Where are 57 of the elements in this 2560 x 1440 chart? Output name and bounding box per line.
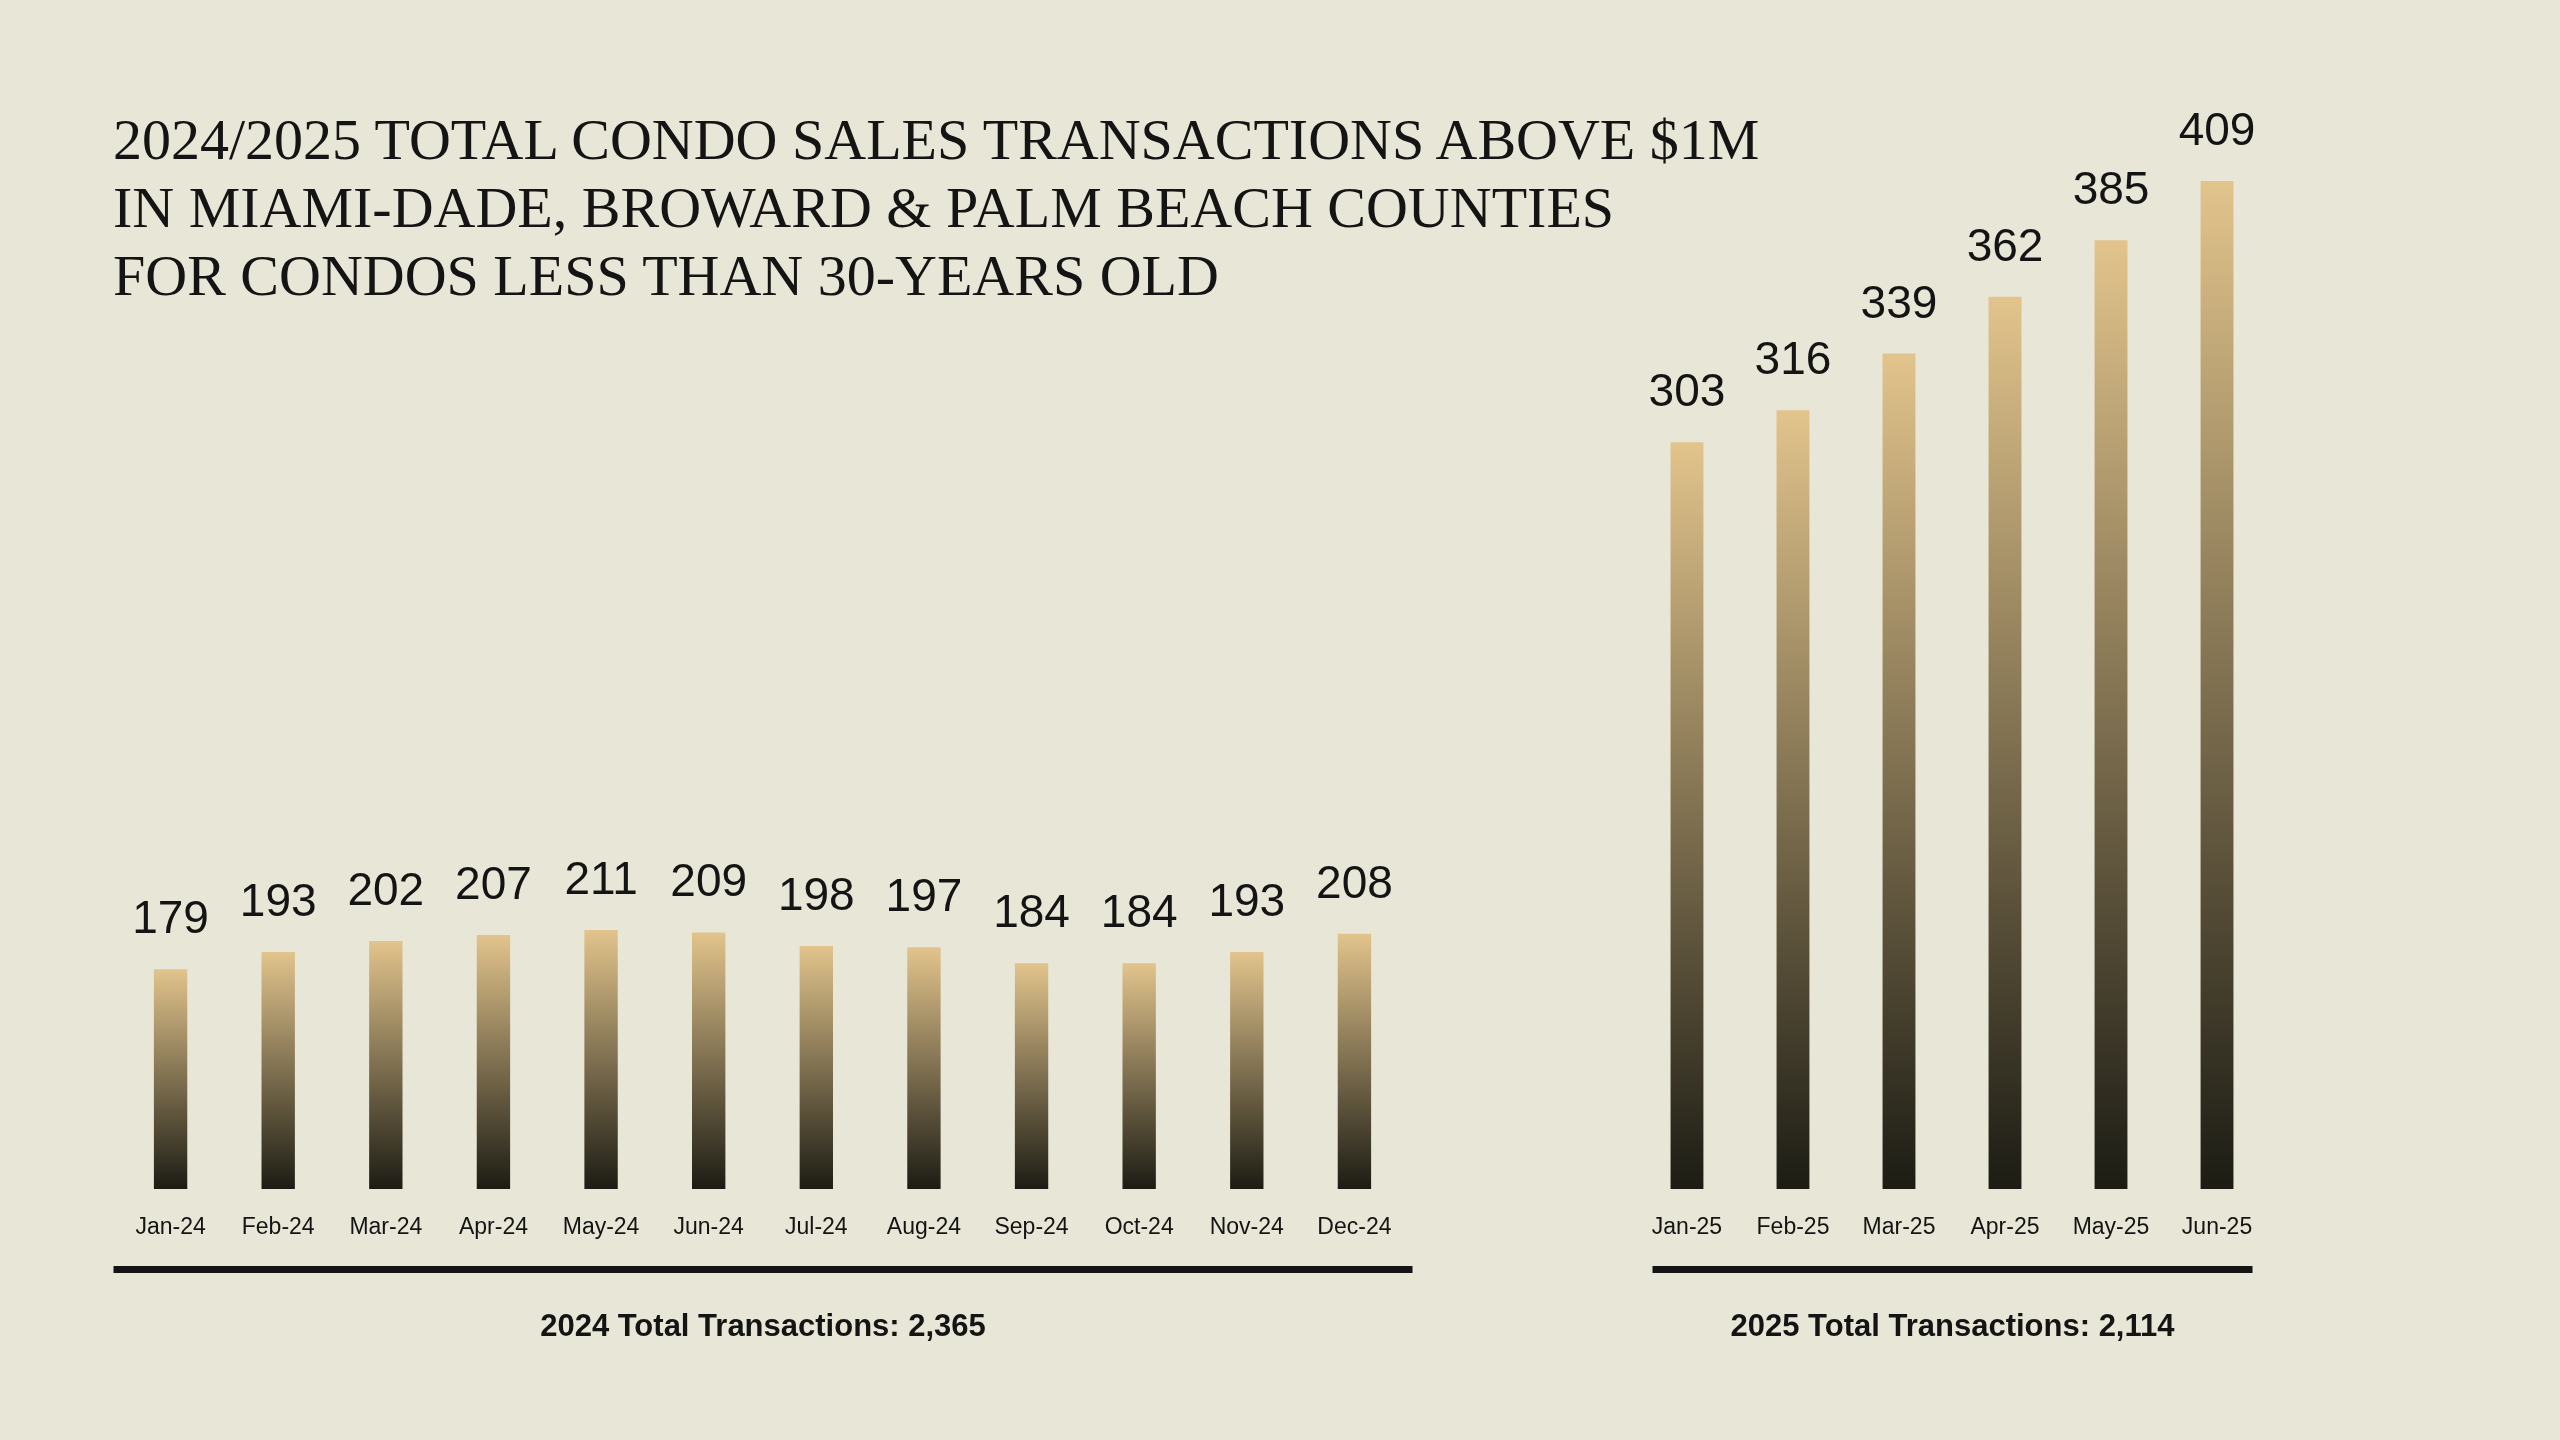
x-tick-label: Dec-24 bbox=[1317, 1212, 1392, 1239]
bar bbox=[584, 930, 618, 1189]
bar bbox=[261, 952, 295, 1189]
chart-title: 2024/2025 TOTAL CONDO SALES TRANSACTIONS ABOVE $1M IN MIAMI-DADE, BROWARD & PALM BEACH COUNTIES FOR CONDOS LESS THAN 30-YEARS OLD bbox=[113, 107, 1760, 308]
x-tick-label: Mar-25 bbox=[1862, 1212, 1936, 1239]
data-label: 198 bbox=[777, 867, 855, 920]
bar bbox=[907, 947, 941, 1189]
x-tick-label: Jul-24 bbox=[784, 1212, 848, 1239]
x-tick-label: Jun-24 bbox=[673, 1212, 745, 1239]
data-label: 409 bbox=[2178, 103, 2256, 155]
bar bbox=[369, 941, 403, 1189]
x-axis-title: 2024 Total Transactions: 2,365 bbox=[540, 1307, 986, 1343]
data-label: 385 bbox=[2072, 162, 2150, 215]
data-label: 339 bbox=[1860, 275, 1938, 328]
x-tick-label: Sep-24 bbox=[994, 1212, 1069, 1239]
data-label: 202 bbox=[347, 863, 425, 916]
data-label: 303 bbox=[1648, 364, 1726, 417]
x-tick-label: Mar-24 bbox=[349, 1212, 423, 1239]
data-label: 316 bbox=[1754, 332, 1832, 385]
data-label: 184 bbox=[993, 885, 1070, 938]
data-label: 193 bbox=[239, 874, 317, 927]
bar bbox=[799, 945, 833, 1189]
bar bbox=[1337, 933, 1372, 1189]
bar bbox=[2094, 240, 2128, 1189]
x-tick-label: Nov-24 bbox=[1209, 1212, 1285, 1239]
bar bbox=[1670, 442, 1704, 1189]
x-tick-label: Jan-25 bbox=[1651, 1212, 1723, 1239]
data-label: 209 bbox=[670, 854, 748, 907]
bar bbox=[692, 932, 726, 1189]
x-tick-label: Feb-24 bbox=[241, 1212, 315, 1239]
bar bbox=[476, 934, 511, 1189]
bar bbox=[1014, 963, 1049, 1189]
x-tick-label: Apr-25 bbox=[1970, 1212, 2040, 1239]
x-axis-title: 2025 Total Transactions: 2,114 bbox=[1730, 1307, 2176, 1343]
x-tick-label: Jun-25 bbox=[2181, 1212, 2253, 1239]
x-tick-label: Apr-24 bbox=[458, 1212, 529, 1239]
data-label: 184 bbox=[1100, 885, 1178, 938]
x-tick-label: Feb-25 bbox=[1756, 1212, 1830, 1239]
bar bbox=[1776, 410, 1810, 1189]
data-label: 193 bbox=[1208, 874, 1286, 927]
bar bbox=[153, 969, 188, 1189]
x-tick-label: Jan-24 bbox=[135, 1212, 206, 1239]
bar bbox=[1882, 353, 1916, 1189]
data-label: 211 bbox=[564, 852, 638, 904]
bar bbox=[1988, 296, 2022, 1189]
data-label: 208 bbox=[1316, 855, 1393, 908]
data-label: 197 bbox=[885, 869, 963, 922]
x-tick-label: Aug-24 bbox=[886, 1212, 962, 1239]
data-label: 207 bbox=[455, 856, 532, 909]
bar bbox=[1122, 963, 1156, 1189]
bar bbox=[1230, 952, 1264, 1189]
data-label: 179 bbox=[132, 891, 209, 944]
x-tick-label: May-25 bbox=[2072, 1212, 2150, 1239]
bar bbox=[2200, 181, 2234, 1189]
data-label: 362 bbox=[1966, 218, 2044, 271]
x-tick-label: Oct-24 bbox=[1104, 1212, 1174, 1239]
x-tick-label: May-24 bbox=[562, 1212, 640, 1239]
